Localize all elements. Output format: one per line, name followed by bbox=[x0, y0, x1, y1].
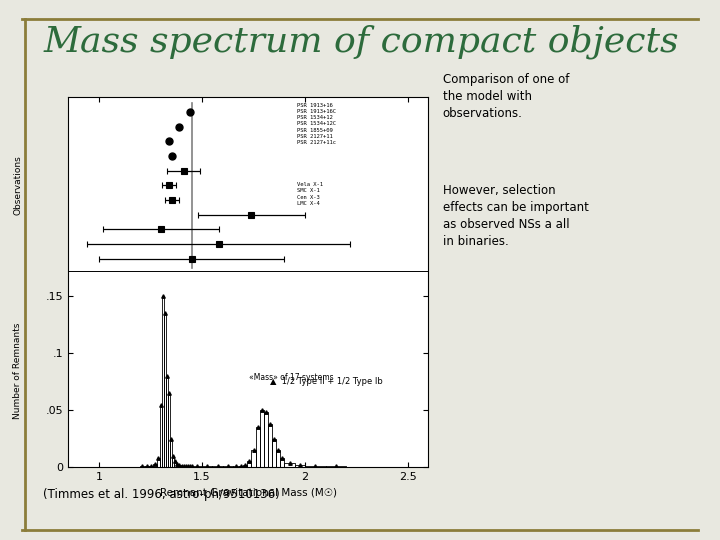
Text: «Mass» of 17 systems: «Mass» of 17 systems bbox=[249, 373, 334, 382]
Text: Number of Remnants: Number of Remnants bbox=[14, 322, 22, 418]
Text: Vela X-1
SMC X-1
Cen X-3
LMC X-4: Vela X-1 SMC X-1 Cen X-3 LMC X-4 bbox=[297, 183, 323, 206]
X-axis label: Remnant Gravitational Mass (M☉): Remnant Gravitational Mass (M☉) bbox=[160, 488, 337, 497]
Text: However, selection
effects can be important
as observed NSs a all
in binaries.: However, selection effects can be import… bbox=[443, 184, 589, 248]
Text: Observations: Observations bbox=[14, 156, 22, 215]
Text: ▲  1/2 Type II + 1/2 Type Ib: ▲ 1/2 Type II + 1/2 Type Ib bbox=[270, 377, 383, 386]
Text: PSR 1913+16
PSR 1913+16C
PSR 1534+12
PSR 1534+12C
PSR 1855+09
PSR 2127+11
PSR 21: PSR 1913+16 PSR 1913+16C PSR 1534+12 PSR… bbox=[297, 103, 336, 145]
Text: Comparison of one of
the model with
observations.: Comparison of one of the model with obse… bbox=[443, 73, 570, 120]
Text: (Timmes et al. 1996, astro-ph/9510136): (Timmes et al. 1996, astro-ph/9510136) bbox=[43, 488, 280, 501]
Text: Mass spectrum of compact objects: Mass spectrum of compact objects bbox=[43, 24, 679, 59]
